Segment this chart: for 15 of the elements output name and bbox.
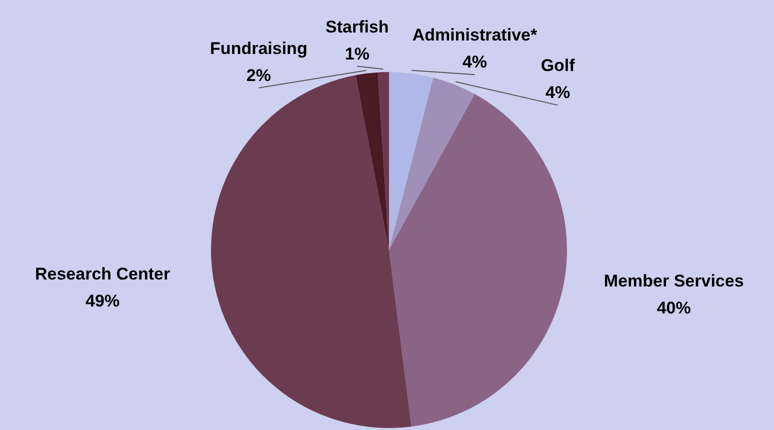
data-label: 2% (246, 66, 271, 85)
pie-slice (389, 78, 475, 250)
data-label: 4% (462, 52, 488, 72)
data-label: 40% (656, 298, 691, 318)
pie-slice (356, 72, 389, 250)
slice-label: Member Services (604, 271, 744, 290)
slice-label: Fundraising (210, 38, 308, 58)
data-label: 1% (344, 44, 370, 64)
pie-slice (389, 72, 434, 250)
data-label: 4% (546, 83, 570, 102)
data-label: 49% (86, 292, 120, 311)
slice-label: Research Center (35, 264, 171, 284)
slice-label: Administrative* (412, 26, 538, 45)
slice-label: Golf (540, 56, 576, 76)
slice-label: Starfish (326, 17, 389, 36)
